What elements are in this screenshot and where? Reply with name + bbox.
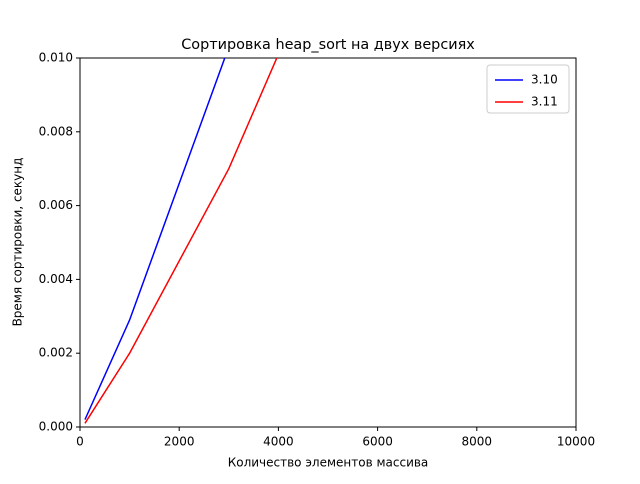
series-line	[84, 58, 226, 420]
y-tick-label: 0.006	[39, 198, 73, 212]
x-tick-label: 10000	[557, 435, 595, 449]
y-tick-label: 0.008	[39, 124, 73, 138]
y-axis-label: Время сортировки, секунд	[11, 158, 25, 327]
y-tick-label: 0.000	[39, 420, 73, 434]
x-tick-label: 4000	[263, 435, 294, 449]
series-line	[84, 58, 278, 424]
legend-box	[486, 64, 570, 114]
x-tick-label: 6000	[362, 435, 393, 449]
legend-label: 3.11	[531, 95, 558, 109]
chart-title: Сортировка heap_sort на двух версиях	[181, 37, 475, 53]
y-tick-label: 0.010	[39, 51, 73, 65]
x-tick-label: 2000	[164, 435, 195, 449]
x-axis-label: Количество элементов массива	[228, 456, 429, 470]
x-tick-label: 0	[76, 435, 84, 449]
legend-label: 3.10	[531, 73, 558, 87]
x-tick-label: 8000	[462, 435, 493, 449]
y-tick-label: 0.004	[39, 272, 73, 286]
plot-frame	[79, 57, 577, 428]
plot-area	[84, 58, 278, 424]
y-tick-label: 0.002	[39, 346, 73, 360]
